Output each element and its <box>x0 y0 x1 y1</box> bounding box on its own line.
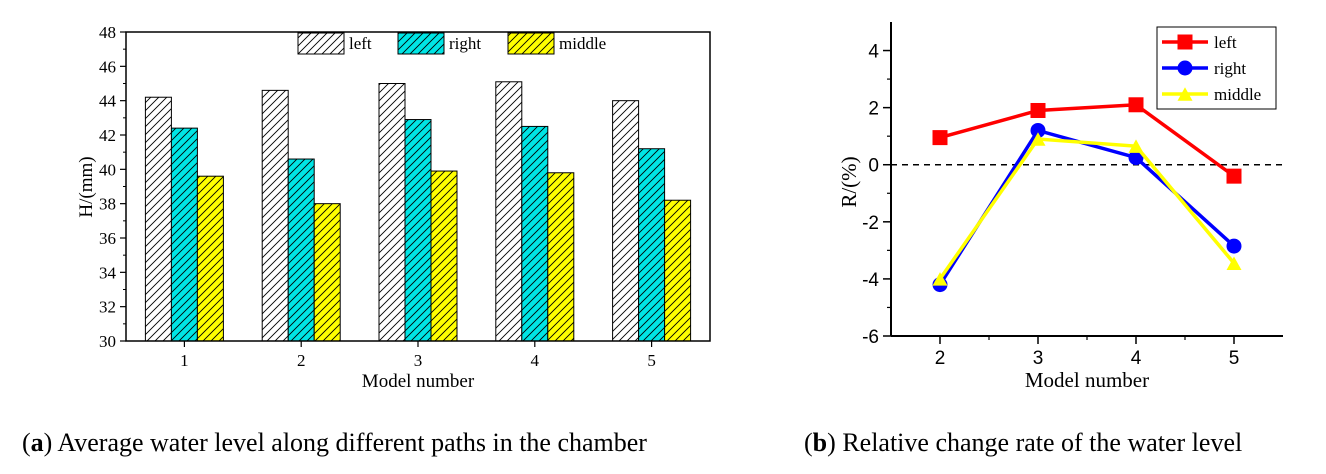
chart-a-x-ticks: 1 2 3 4 5 <box>180 341 656 370</box>
x-tick-label: 4 <box>531 351 540 370</box>
series-left <box>932 97 1242 184</box>
legend-swatch-hatch-middle <box>507 32 555 55</box>
bar-hatch-left-model-2 <box>261 89 289 342</box>
legend-marker-right <box>1177 60 1193 76</box>
x-tick-label: 2 <box>935 348 946 369</box>
series-line-middle <box>938 137 1236 280</box>
point-left-model-5 <box>1226 168 1242 184</box>
caption-b: (b) Relative change rate of the water le… <box>804 428 1243 457</box>
point-right-model-5 <box>1226 238 1242 254</box>
x-tick-label: 3 <box>414 351 423 370</box>
legend-label-right: right <box>1214 59 1246 78</box>
bar-hatch-left-model-4 <box>495 81 523 342</box>
y-tick-label: -2 <box>862 213 879 234</box>
chart-a-bars <box>144 81 692 342</box>
caption-b-letter: b <box>812 428 828 457</box>
bar-hatch-middle-model-5 <box>664 199 692 342</box>
legend-label-right: right <box>449 34 481 53</box>
bar-hatch-left-model-5 <box>612 100 640 342</box>
chart-a-y-axis-title: H/(mm) <box>76 156 97 217</box>
x-tick-label: 3 <box>1033 348 1044 369</box>
chart-b-y-axis-title: R/(%) <box>837 156 861 207</box>
y-tick-label: 30 <box>99 332 116 351</box>
point-middle-model-3 <box>1030 132 1046 146</box>
y-tick-label: 4 <box>868 42 879 63</box>
caption-a-text: Average water level along different path… <box>57 428 647 457</box>
point-middle-model-4 <box>1128 139 1144 153</box>
series-middle <box>932 132 1242 286</box>
x-tick-label: 2 <box>297 351 306 370</box>
legend-label-left: left <box>349 34 372 53</box>
point-left-model-2 <box>932 130 948 146</box>
x-tick-label: 5 <box>1229 348 1240 369</box>
legend-label-left: left <box>1214 33 1237 52</box>
x-tick-label: 1 <box>180 351 189 370</box>
legend-swatch-hatch-right <box>397 32 445 55</box>
point-right-model-3 <box>1030 122 1046 138</box>
caption-a: (a) Average water level along different … <box>22 428 647 457</box>
bar-hatch-right-model-3 <box>404 119 432 342</box>
chart-b-line: -6 -4 -2 0 2 4 2 3 4 5 Model number R/(%) left ri… <box>837 22 1283 392</box>
point-left-model-4 <box>1128 97 1144 113</box>
y-tick-label: 48 <box>99 23 116 42</box>
bar-hatch-left-model-3 <box>378 83 406 342</box>
bar-hatch-middle-model-3 <box>430 170 458 342</box>
y-tick-label: 2 <box>868 99 879 120</box>
y-tick-label: -6 <box>862 327 879 348</box>
point-middle-model-5 <box>1226 256 1242 270</box>
bar-hatch-middle-model-1 <box>196 175 224 342</box>
bar-hatch-right-model-1 <box>170 127 198 342</box>
y-tick-label: 34 <box>99 263 117 282</box>
y-tick-label: 32 <box>99 298 116 317</box>
legend-label-middle: middle <box>1214 85 1261 104</box>
bar-hatch-right-model-4 <box>521 125 549 342</box>
chart-a-y-ticks: 30 32 34 36 38 40 42 44 46 48 <box>99 23 126 351</box>
x-tick-label: 4 <box>1131 348 1142 369</box>
legend-marker-left <box>1177 34 1193 50</box>
legend-marker-middle <box>1177 87 1193 101</box>
bar-hatch-right-model-5 <box>638 148 666 342</box>
chart-a-legend: left right middle <box>297 32 606 55</box>
chart-b-series <box>932 97 1242 293</box>
chart-a-x-axis-title: Model number <box>362 371 475 392</box>
chart-b-legend: left right middle <box>1156 26 1277 110</box>
point-right-model-4 <box>1128 150 1144 166</box>
bar-hatch-left-model-1 <box>144 96 172 342</box>
x-tick-label: 5 <box>647 351 656 370</box>
y-tick-label: 38 <box>99 195 116 214</box>
chart-b-x-ticks: 2 3 4 5 <box>935 336 1240 369</box>
series-line-left <box>939 102 1236 178</box>
y-tick-label: 42 <box>99 126 116 145</box>
y-tick-label: -4 <box>862 270 879 291</box>
y-tick-label: 36 <box>99 229 116 248</box>
y-tick-label: 40 <box>99 160 116 179</box>
point-middle-model-2 <box>932 272 948 286</box>
y-tick-label: 0 <box>868 156 879 177</box>
point-left-model-3 <box>1030 102 1046 118</box>
chart-b-x-axis-title: Model number <box>1025 368 1149 392</box>
bar-hatch-middle-model-4 <box>547 172 575 342</box>
bar-hatch-right-model-2 <box>287 158 315 342</box>
chart-b-y-ticks: -6 -4 -2 0 2 4 <box>862 42 891 348</box>
legend-swatch-hatch-left <box>297 32 345 55</box>
y-tick-label: 44 <box>99 92 117 111</box>
y-tick-label: 46 <box>99 57 116 76</box>
bar-hatch-middle-model-2 <box>313 203 341 342</box>
caption-a-letter: a <box>30 428 44 457</box>
legend-label-middle: middle <box>559 34 606 53</box>
series-line-right <box>938 128 1236 286</box>
caption-b-text: Relative change rate of the water level <box>842 428 1243 457</box>
